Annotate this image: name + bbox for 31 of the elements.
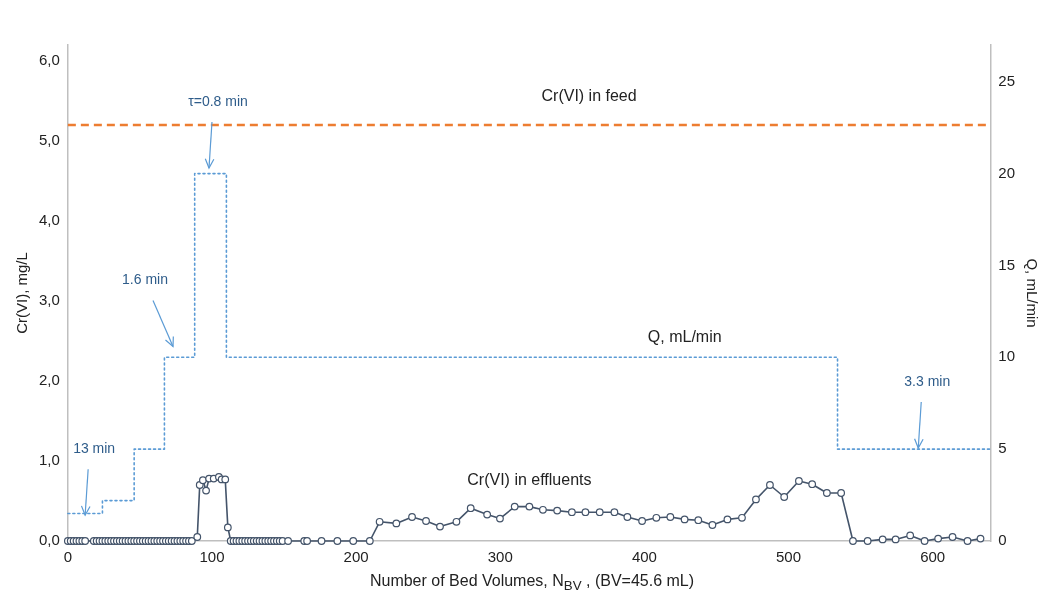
series-label: Q, mL/min bbox=[647, 327, 722, 345]
y-tick-label: 1,0 bbox=[38, 451, 60, 469]
y-tick-label: 4,0 bbox=[38, 211, 60, 229]
ref-line-label: Cr(VI) in feed bbox=[541, 87, 637, 105]
y-tick-label: 3,0 bbox=[38, 291, 60, 309]
y-axis-title: Cr(VI), mg/L bbox=[13, 252, 31, 334]
line-series bbox=[67, 172, 992, 515]
annotation: τ=0.8 min bbox=[188, 92, 248, 109]
y-tick-label: 2,0 bbox=[38, 371, 60, 389]
y2-tick-label: 15 bbox=[998, 255, 1015, 273]
x-tick-label: 600 bbox=[920, 548, 946, 566]
y2-tick-label: 20 bbox=[998, 163, 1015, 181]
x-tick-label: 100 bbox=[199, 548, 225, 566]
x-axis-title: Number of Bed Volumes, N$_{BV}$ , (BV=45.6 mL) bbox=[368, 572, 696, 594]
y2-tick-label: 5 bbox=[998, 439, 1007, 457]
y2-tick-label: 0 bbox=[998, 531, 1007, 549]
series-label: Cr(VI) in effluents bbox=[467, 471, 592, 489]
y-tick-label: 5,0 bbox=[38, 131, 60, 149]
annotation: 1.6 min bbox=[122, 271, 168, 288]
annotation: 3.3 min bbox=[904, 372, 951, 389]
x-tick-label: 0 bbox=[63, 548, 73, 566]
x-tick-label: 500 bbox=[776, 548, 802, 566]
x-tick-label: 300 bbox=[487, 548, 513, 566]
x-tick-label: 200 bbox=[343, 548, 369, 566]
y2-tick-label: 25 bbox=[998, 71, 1015, 89]
y-tick-label: 6,0 bbox=[38, 51, 60, 69]
y2-axis-title: Q, mL/min bbox=[1023, 258, 1041, 328]
annotation: 13 min bbox=[73, 440, 116, 457]
y2-tick-label: 10 bbox=[998, 347, 1015, 365]
x-tick-label: 400 bbox=[631, 548, 657, 566]
y-tick-label: 0,0 bbox=[38, 531, 60, 549]
